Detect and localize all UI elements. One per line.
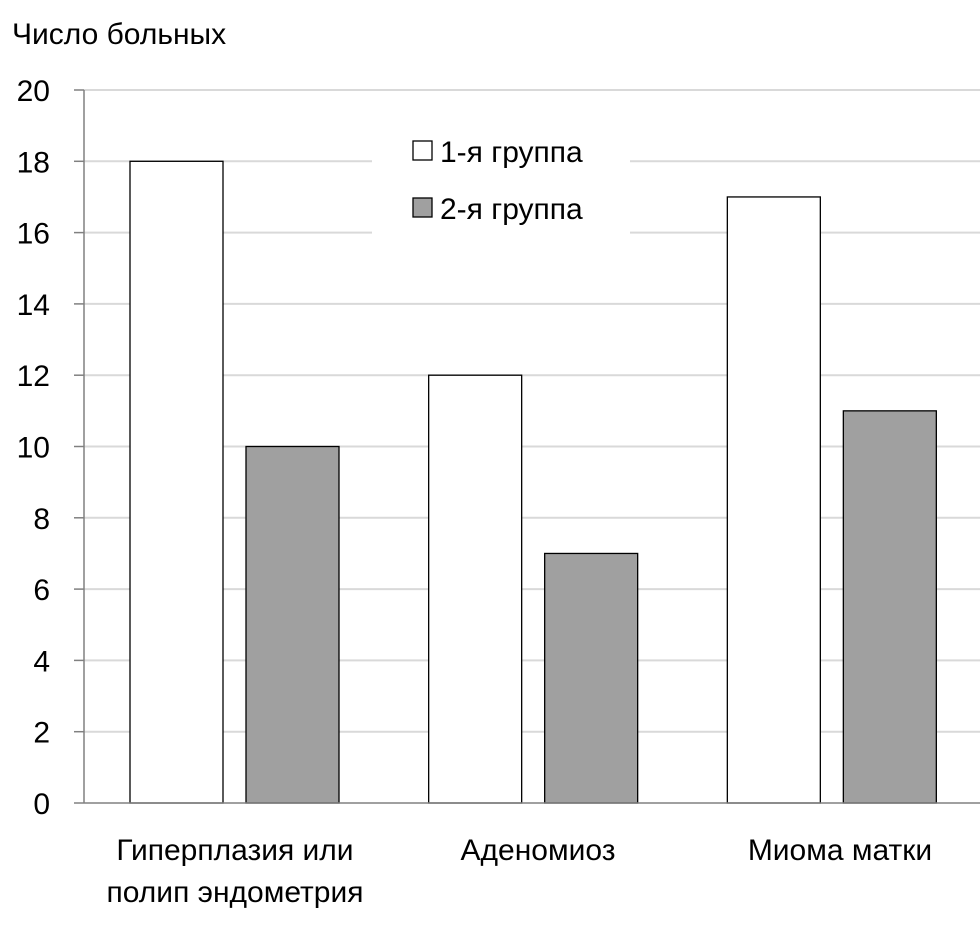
y-tick-label: 0 <box>33 788 50 821</box>
y-tick-labels: 0 2 4 6 8 10 12 14 16 18 20 <box>17 75 50 821</box>
legend: 1-я группа 2-я группа <box>372 128 630 234</box>
bar-series-2-2 <box>544 552 639 804</box>
bar-series-2-3 <box>842 410 937 804</box>
legend-label-series-1: 1-я группа <box>440 136 583 169</box>
y-tick-label: 14 <box>17 289 50 322</box>
category-label: Аденомиоз <box>461 834 616 867</box>
bar-series-1-1 <box>129 160 224 804</box>
category-label-line: полип эндометрия <box>107 876 364 909</box>
bars <box>129 160 937 804</box>
category-label-line: Аденомиоз <box>461 834 616 867</box>
y-axis-label: Число больных <box>12 18 226 51</box>
legend-swatch-series-2 <box>412 197 433 218</box>
y-tick-label: 12 <box>17 360 50 393</box>
bar-series-2-1 <box>245 445 340 804</box>
bar-series-1-2 <box>428 374 523 804</box>
category-label: Миома матки <box>748 834 932 867</box>
y-tick-label: 8 <box>33 503 50 536</box>
y-tick-label: 2 <box>33 717 50 750</box>
y-tick-label: 10 <box>17 432 50 465</box>
category-label: Гиперплазия или полип эндометрия <box>107 834 364 909</box>
category-label-line: Гиперплазия или <box>116 834 353 867</box>
bar-series-1-3 <box>726 196 821 804</box>
category-label-line: Миома матки <box>748 834 932 867</box>
legend-label-series-2: 2-я группа <box>440 193 583 226</box>
legend-item-series-2: 2-я группа <box>412 193 583 226</box>
y-tick-label: 18 <box>17 146 50 179</box>
axes <box>83 90 980 804</box>
y-tick-label: 20 <box>17 75 50 108</box>
y-tick-label: 6 <box>33 574 50 607</box>
y-tick-label: 16 <box>17 218 50 251</box>
legend-swatch-series-1 <box>412 140 433 161</box>
category-labels: Гиперплазия или полип эндометрия Аденомиоз… <box>107 834 933 909</box>
legend-item-series-1: 1-я группа <box>412 136 583 169</box>
y-tick-label: 4 <box>33 645 50 678</box>
